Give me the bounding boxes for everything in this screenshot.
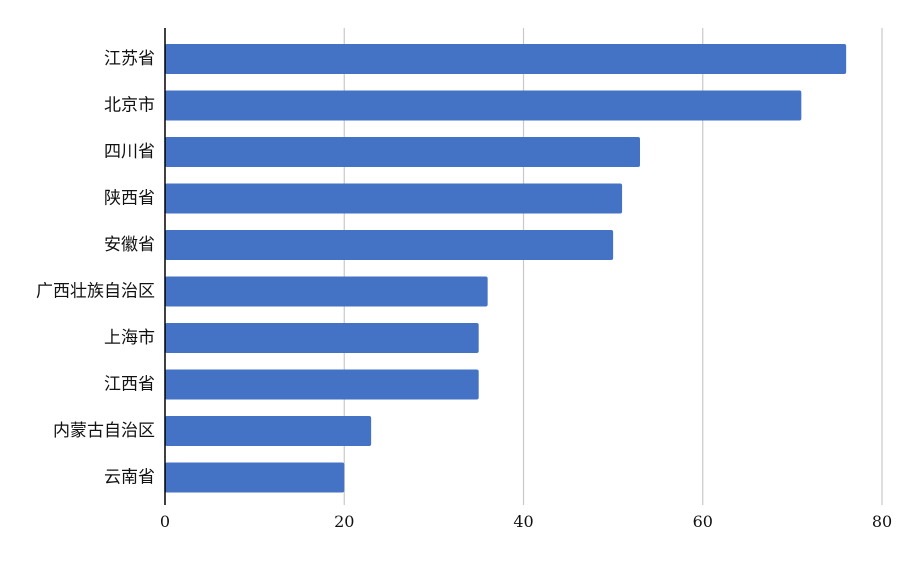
bar-6: [165, 323, 479, 353]
category-label-8: 内蒙古自治区: [53, 421, 155, 441]
category-label-9: 云南省: [104, 468, 155, 488]
bar-4: [165, 230, 614, 260]
category-label-0: 江苏省: [104, 49, 155, 69]
x-tick-label-20: 20: [334, 512, 354, 531]
x-tick-label-40: 40: [513, 512, 533, 531]
x-tick-label-60: 60: [693, 512, 713, 531]
x-tick-labels: 0 20 40 60 80: [160, 512, 892, 531]
category-label-7: 江西省: [104, 375, 155, 395]
bar-3: [165, 183, 623, 214]
bar-8: [165, 416, 372, 446]
bar-5: [165, 276, 488, 307]
category-label-6: 上海市: [104, 328, 155, 348]
bar-1: [165, 90, 802, 121]
category-label-1: 北京市: [104, 96, 155, 116]
category-label-2: 四川省: [104, 142, 155, 162]
bar-9: [165, 462, 345, 493]
x-tick-label-80: 80: [872, 512, 892, 531]
category-label-3: 陕西省: [104, 189, 155, 209]
bar-2: [165, 137, 641, 167]
category-label-5: 广西壮族自治区: [36, 282, 155, 302]
category-label-4: 安徽省: [104, 235, 155, 255]
x-tick-label-0: 0: [160, 512, 170, 531]
bars: [165, 44, 847, 493]
bar-7: [165, 369, 479, 400]
bar-0: [165, 44, 847, 74]
